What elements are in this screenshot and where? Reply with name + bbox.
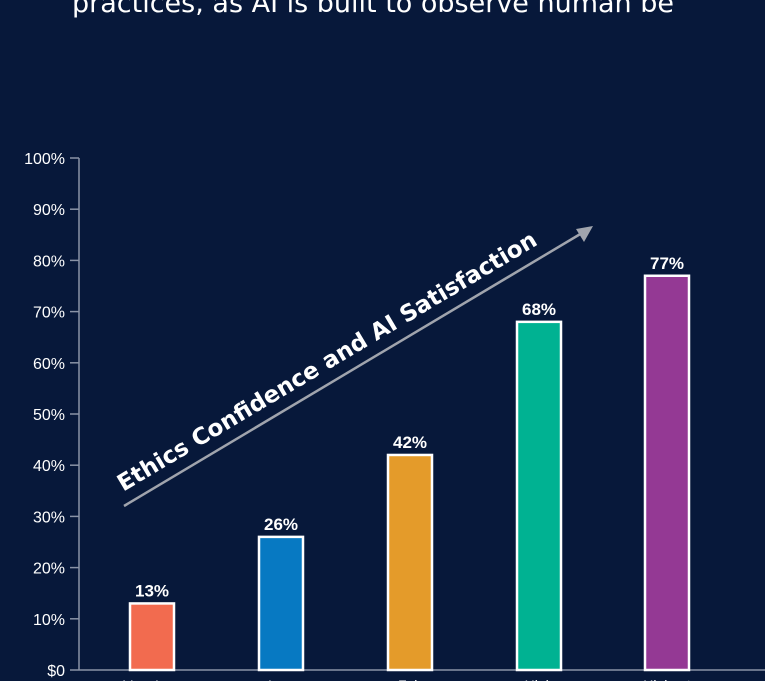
bar	[257, 535, 305, 672]
y-tick-label: 40%	[33, 458, 65, 475]
y-tick-label: 10%	[33, 612, 65, 629]
bar-value-label: 42%	[393, 433, 427, 452]
category-labels: Very Low Low Fair High Highest	[123, 677, 691, 681]
bar-value-label: 77%	[650, 254, 684, 273]
chart-bars	[128, 274, 691, 672]
bar	[643, 274, 691, 672]
y-axis-ticks: $0 10% 20% 30% 40% 50% 60% 70% 80% 90% 100%	[24, 151, 79, 680]
bar	[386, 453, 434, 672]
bar-value-label: 68%	[522, 300, 556, 319]
y-tick-label: 50%	[33, 407, 65, 424]
y-tick-label: 80%	[33, 253, 65, 270]
y-tick-label: 90%	[33, 202, 65, 219]
bar-value-label: 13%	[135, 581, 169, 600]
category-label: Fair	[398, 677, 422, 681]
y-tick-label: $0	[47, 663, 65, 680]
trend-arrow-head	[576, 226, 593, 242]
trend-annotation-text: Ethics Confidence and AI Satisfaction	[113, 227, 542, 497]
y-tick-label: 60%	[33, 356, 65, 373]
bar-value-labels: 13% 26% 42% 68% 77%	[135, 254, 684, 601]
header-text: practices, as AI is built to observe hum…	[72, 0, 675, 19]
category-label: Highest	[643, 677, 691, 681]
y-tick-label: 70%	[33, 305, 65, 322]
bar	[128, 602, 176, 672]
category-label: Low	[268, 677, 295, 681]
y-tick-label: 30%	[33, 509, 65, 526]
y-tick-label: 20%	[33, 561, 65, 578]
category-label: High	[525, 677, 554, 681]
y-tick-label: 100%	[24, 151, 65, 168]
bar-value-label: 26%	[264, 515, 298, 534]
category-label: Very Low	[123, 677, 181, 681]
trend-arrow-line	[123, 231, 583, 508]
bar	[515, 320, 563, 672]
